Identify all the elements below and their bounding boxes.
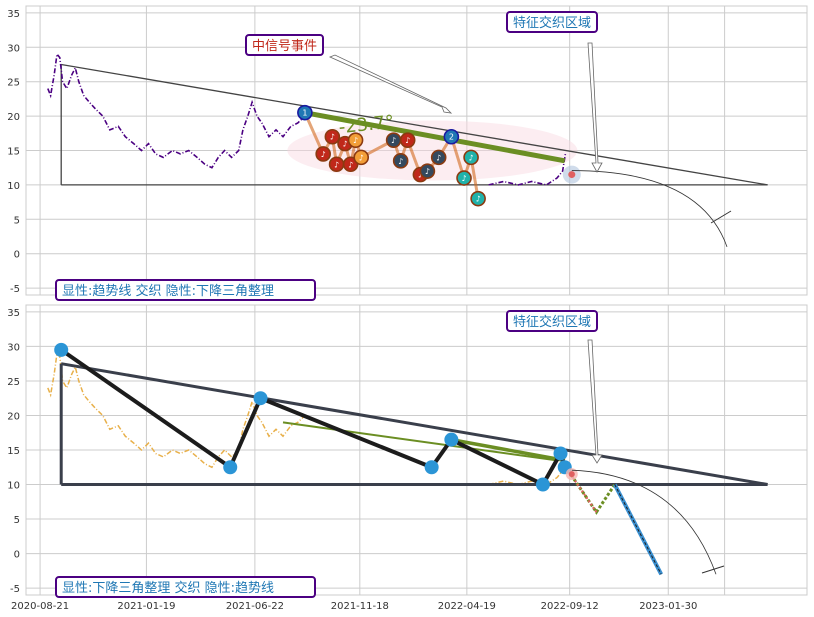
- note-marker-label: ♪: [391, 136, 396, 145]
- region-badge-bottom-text: 特征交织区域: [513, 314, 591, 330]
- note-marker-label: ♪: [330, 133, 335, 142]
- green-line-a: [282, 421, 558, 462]
- pivot-marker: [253, 391, 268, 406]
- y-tick-label: 5: [14, 215, 20, 226]
- event-arrow: [328, 54, 453, 114]
- y-tick-label: 35: [7, 308, 20, 319]
- note-marker-label: ♪: [476, 195, 481, 204]
- end-marker-dot: [568, 171, 576, 179]
- note-marker-label: ♪: [334, 160, 339, 169]
- footer-badge-bottom-text: 显性:下降三角整理 交织 隐性:趋势线: [62, 580, 274, 596]
- note-marker-label: ♪: [359, 153, 364, 162]
- y-tick-label: 30: [7, 43, 20, 54]
- price-tail-line: [488, 153, 567, 186]
- note-marker-label: ♪: [353, 136, 358, 145]
- note-marker: [443, 128, 460, 145]
- projection-blue-dash: [614, 484, 662, 575]
- green-trend-line: [304, 110, 566, 164]
- region-arrow-top: [587, 42, 603, 173]
- note-marker: [399, 132, 416, 148]
- note-marker: [297, 104, 313, 121]
- footer-badge-bottom-box: [55, 576, 316, 598]
- y-tick-label: 30: [7, 342, 20, 353]
- event-badge-text: 中信号事件: [252, 39, 317, 54]
- x-tick-label: 2023-01-30: [639, 601, 697, 612]
- note-marker-label: ♪: [425, 167, 430, 176]
- pivot-marker: [535, 477, 550, 492]
- note-marker: [324, 128, 341, 145]
- note-marker-label: ♪: [405, 136, 410, 145]
- note-marker: [419, 163, 436, 179]
- pivot-marker: [444, 432, 459, 447]
- y-tick-label: 10: [7, 481, 20, 492]
- projection-bracket: [710, 210, 732, 224]
- price-series-gold: [47, 351, 306, 469]
- note-marker: [463, 149, 479, 166]
- y-tick-label: 15: [7, 446, 20, 457]
- footer-badge-top-text: 显性:趋势线 交织 隐性:下降三角整理: [62, 283, 274, 299]
- y-tick-label: 25: [7, 78, 20, 89]
- note-marker-label: ♪: [469, 153, 474, 162]
- pivot-marker: [54, 342, 69, 357]
- pivot-marker: [424, 460, 439, 475]
- note-marker: [315, 146, 331, 162]
- region-arrow-bottom: [587, 339, 603, 464]
- y-tick-label: 10: [7, 181, 20, 192]
- y-tick-label: 20: [7, 112, 20, 123]
- y-tick-label: 0: [14, 550, 20, 561]
- footer-badge-top-box: [55, 279, 316, 301]
- region-badge-bottom-box: [506, 310, 598, 332]
- x-tick-label: 2022-09-12: [541, 601, 599, 612]
- region-badge-top-text: 特征交织区域: [513, 15, 591, 31]
- projection-arc: [571, 469, 717, 575]
- note-marker-label: ♪: [436, 153, 441, 162]
- x-tick-label: 2021-06-22: [226, 601, 284, 612]
- note-marker: [353, 149, 370, 166]
- pivot-marker: [553, 446, 568, 461]
- note-marker-label: 2: [449, 133, 454, 142]
- price-series-line: [47, 52, 306, 169]
- end-marker-dot: [568, 471, 575, 478]
- note-marker-label: ♪: [418, 171, 423, 180]
- x-tick-label: 2021-11-18: [331, 601, 389, 612]
- note-marker: [347, 132, 364, 148]
- note-marker-label: ♪: [398, 157, 403, 166]
- x-tick-label: 2020-08-21: [11, 601, 69, 612]
- x-axis: 2020-08-21 2021-01-19 2021-06-22 2021-11-18…: [11, 601, 697, 612]
- y-tick-label: 0: [14, 250, 20, 261]
- note-marker: [430, 149, 447, 166]
- projection-bracket: [701, 565, 725, 574]
- y-tick-label: -5: [10, 584, 20, 595]
- note-marker-label: ♪: [461, 174, 466, 183]
- y-tick-label: 35: [7, 9, 20, 20]
- note-marker: [456, 170, 472, 186]
- x-tick-label: 2022-04-19: [438, 601, 496, 612]
- trend-upper-line: [61, 63, 768, 186]
- triangle-upper: [60, 362, 768, 486]
- y-tick-label: 5: [14, 515, 20, 526]
- y-tick-label: -5: [10, 284, 20, 295]
- y-tick-label: 15: [7, 147, 20, 158]
- pivot-marker: [223, 460, 238, 475]
- y-tick-label: 20: [7, 411, 20, 422]
- event-badge-box: [245, 34, 324, 56]
- note-marker-label: 1: [302, 109, 307, 118]
- note-marker-label: ♪: [321, 150, 326, 159]
- y-tick-label: 25: [7, 377, 20, 388]
- note-marker-label: ♪: [348, 160, 353, 169]
- note-marker-label: ♪: [342, 140, 347, 149]
- region-badge-top-box: [506, 11, 598, 33]
- note-marker: [470, 190, 486, 207]
- note-marker: [392, 153, 409, 169]
- x-tick-label: 2021-01-19: [117, 601, 175, 612]
- green-line-b: [451, 437, 566, 463]
- projection-arc: [571, 170, 728, 247]
